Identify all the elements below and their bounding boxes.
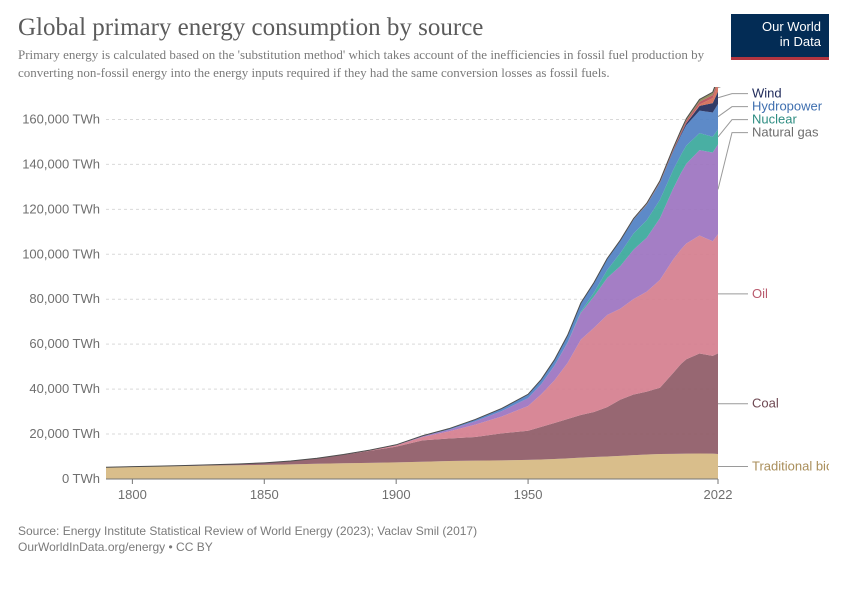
y-tick-label: 100,000 TWh: [22, 246, 100, 261]
page-subtitle: Primary energy is calculated based on th…: [18, 46, 708, 81]
series-label-traditional_biomass: Traditional biomass: [752, 459, 829, 474]
y-tick-label: 40,000 TWh: [29, 381, 100, 396]
series-label-nuclear: Nuclear: [752, 112, 797, 127]
series-label-wind: Wind: [752, 87, 782, 101]
y-tick-label: 140,000 TWh: [22, 157, 100, 172]
y-tick-label: 0 TWh: [62, 471, 100, 486]
energy-chart: 0 TWh 20,000 TWh 40,000 TWh 60,000 TWh 80,00…: [18, 87, 829, 517]
series-label-hydropower: Hydropower: [752, 99, 823, 114]
series-label-natural_gas: Natural gas: [752, 125, 819, 140]
series-label-solar: Solar: [752, 87, 783, 89]
series-label-oil: Oil: [752, 286, 768, 301]
owid-logo: Our World in Data: [731, 14, 829, 60]
logo-line-2: in Data: [780, 34, 821, 49]
logo-line-1: Our World: [762, 19, 821, 34]
y-tick-label: 20,000 TWh: [29, 426, 100, 441]
page-title: Global primary energy consumption by sou…: [18, 14, 829, 42]
y-tick-label: 160,000 TWh: [22, 112, 100, 127]
x-tick-label: 1800: [118, 487, 147, 502]
x-tick-label: 2022: [704, 487, 733, 502]
x-tick-label: 1950: [514, 487, 543, 502]
x-tick-label: 1900: [382, 487, 411, 502]
footer-link: OurWorldInData.org/energy • CC BY: [18, 539, 829, 555]
y-tick-label: 80,000 TWh: [29, 291, 100, 306]
footer: Source: Energy Institute Statistical Rev…: [18, 523, 829, 555]
footer-source: Source: Energy Institute Statistical Rev…: [18, 523, 829, 539]
y-tick-label: 60,000 TWh: [29, 336, 100, 351]
header: Global primary energy consumption by sou…: [18, 14, 829, 81]
y-tick-label: 120,000 TWh: [22, 201, 100, 216]
series-label-coal: Coal: [752, 396, 779, 411]
x-tick-label: 1850: [250, 487, 279, 502]
stacked-area-chart: 0 TWh 20,000 TWh 40,000 TWh 60,000 TWh 80,00…: [18, 87, 829, 517]
